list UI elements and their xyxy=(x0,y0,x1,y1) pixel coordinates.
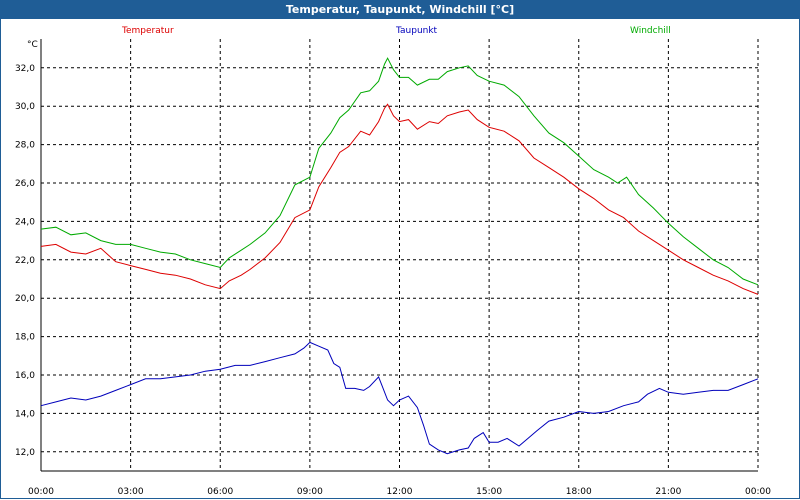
y-tick-label: 22,0 xyxy=(15,256,35,266)
x-tick-time: 06:00 xyxy=(207,487,233,497)
series-group xyxy=(40,57,759,455)
x-tick-time: 18:00 xyxy=(566,487,592,497)
y-tick-label: 28,0 xyxy=(15,141,35,151)
series-line-temperatur xyxy=(40,103,759,295)
series-line-windchill xyxy=(40,57,759,286)
y-tick-label: 20,0 xyxy=(15,294,35,304)
series-line-taupunkt xyxy=(40,341,759,455)
y-tick-label: 24,0 xyxy=(15,217,35,227)
legend-entry-temperatur: Temperatur xyxy=(121,26,174,36)
x-tick-time: 00:00 xyxy=(745,487,771,497)
y-tick-label: 16,0 xyxy=(15,371,35,381)
legend-entry-windchill: Windchill xyxy=(630,26,671,36)
grid xyxy=(40,39,759,471)
x-tick-time: 21:00 xyxy=(655,487,681,497)
legend-entry-taupunkt: Taupunkt xyxy=(395,26,438,36)
x-tick-time: 15:00 xyxy=(476,487,502,497)
chart-frame: 12,0 14,0 16,0 18,0 20,0 22,0 24,0 26,0 28,0 30,0… xyxy=(0,19,800,499)
y-tick-label: 32,0 xyxy=(15,64,35,74)
window-title: Temperatur, Taupunkt, Windchill [°C] xyxy=(0,0,800,19)
line-chart: 12,0 14,0 16,0 18,0 20,0 22,0 24,0 26,0 28,0 30,0… xyxy=(15,26,771,497)
y-tick-label: 26,0 xyxy=(15,179,35,189)
legend: Temperatur Taupunkt Windchill xyxy=(121,26,671,36)
y-tick-label: 18,0 xyxy=(15,333,35,343)
y-tick-label: 12,0 xyxy=(15,448,35,458)
x-tick-time: 03:00 xyxy=(118,487,144,497)
x-tick-time: 12:00 xyxy=(387,487,413,497)
y-axis-label: °C xyxy=(27,40,38,50)
y-tick-label: 30,0 xyxy=(15,102,35,112)
axes: 12,0 14,0 16,0 18,0 20,0 22,0 24,0 26,0 28,0 30,0… xyxy=(15,39,771,497)
x-tick-time: 09:00 xyxy=(297,487,323,497)
x-tick-time: 00:00 xyxy=(28,487,54,497)
y-tick-label: 14,0 xyxy=(15,409,35,419)
